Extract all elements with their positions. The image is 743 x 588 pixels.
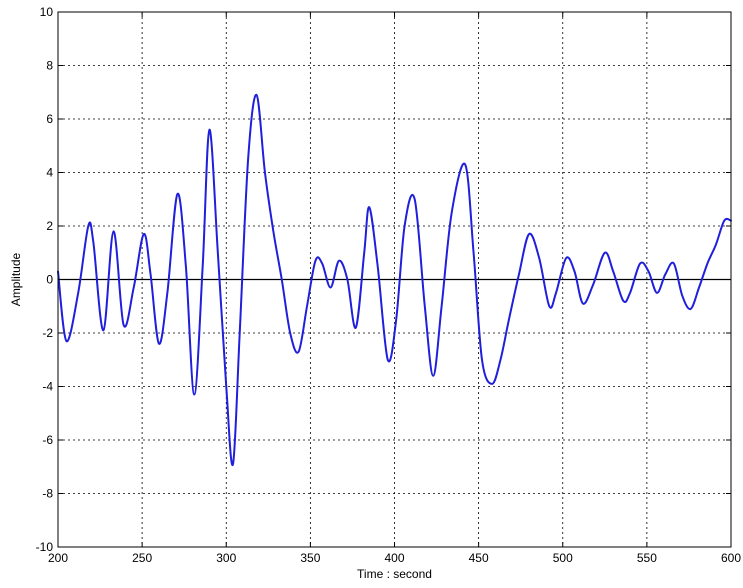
y-tick-labels: -10 -8 -6 -4 -2 0 2 4 6 8 10 [36, 5, 54, 554]
y-axis-label: Amplitude [9, 253, 23, 307]
y-tick-label-3: -4 [42, 380, 53, 394]
y-tick-label-2: -6 [42, 433, 53, 447]
ticks [57, 11, 732, 548]
x-tick-label-8: 600 [721, 551, 741, 565]
x-tick-label-3: 350 [300, 551, 320, 565]
x-tick-label-1: 250 [132, 551, 152, 565]
y-tick-label-9: 8 [46, 59, 53, 73]
y-tick-label-7: 4 [46, 166, 53, 180]
y-tick-label-8: 6 [46, 112, 53, 126]
y-tick-label-1: -8 [42, 487, 53, 501]
x-tick-label-7: 550 [637, 551, 657, 565]
y-tick-label-6: 2 [46, 219, 53, 233]
series-line-amplitude [57, 93, 732, 467]
x-tick-label-5: 450 [469, 551, 489, 565]
x-tick-label-2: 300 [216, 551, 236, 565]
x-tick-label-6: 500 [553, 551, 573, 565]
x-tick-label-4: 400 [384, 551, 404, 565]
y-tick-label-5: 0 [46, 273, 53, 287]
y-tick-label-0: -10 [36, 540, 54, 554]
y-tick-label-10: 10 [40, 5, 54, 19]
x-tick-label-0: 200 [48, 551, 68, 565]
x-tick-labels: 200 250 300 350 400 450 500 550 600 [48, 551, 741, 565]
y-tick-label-4: -2 [42, 326, 53, 340]
x-axis-label: Time : second [357, 567, 432, 581]
